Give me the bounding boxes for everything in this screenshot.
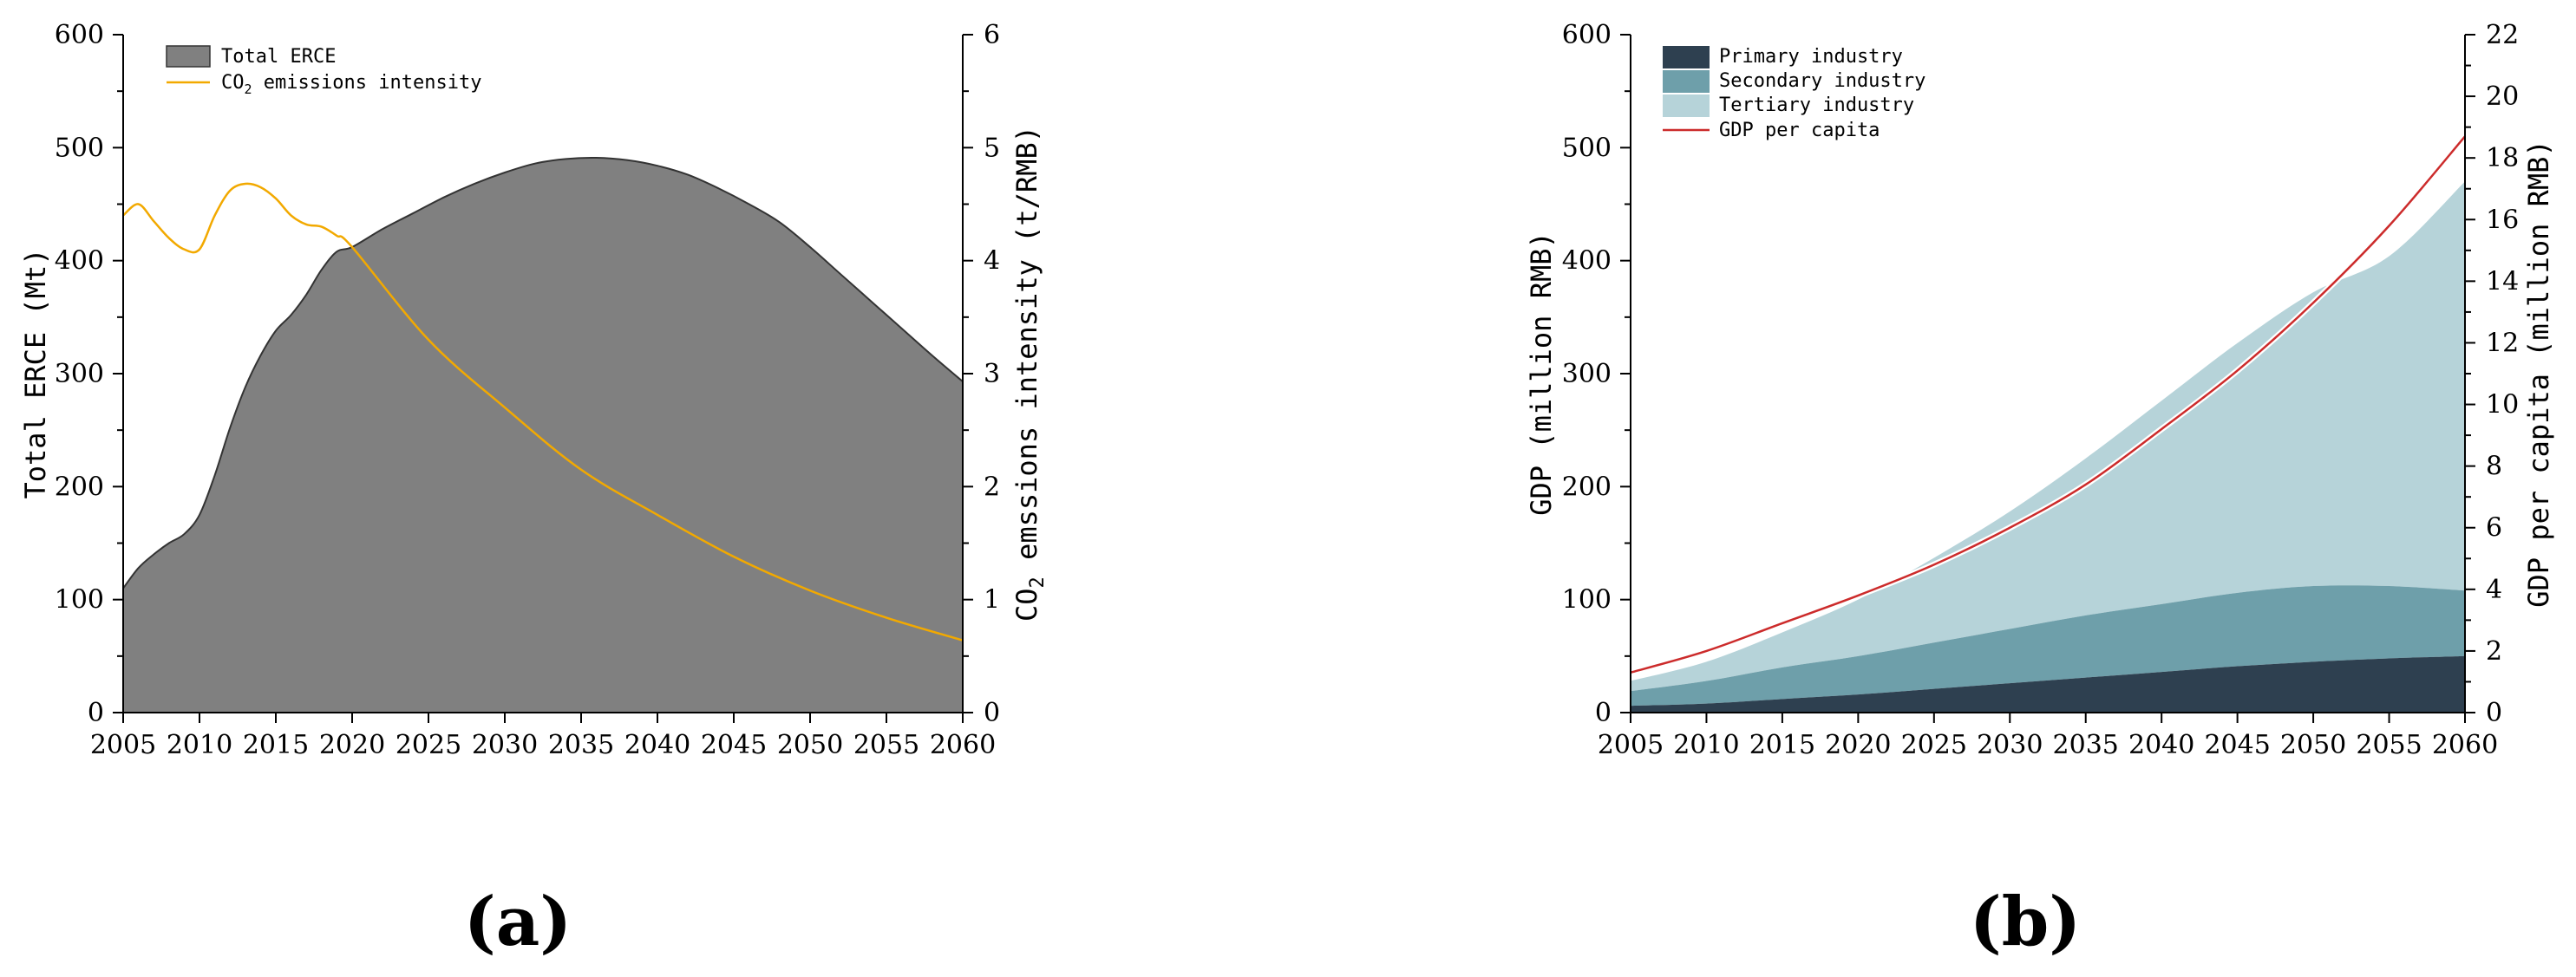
a-tick-layer: 2005 2010 2015 2020 2025 2030 2035 2040 2045 2050… (55, 20, 1000, 760)
a-area-total-erce (122, 157, 964, 713)
b-x-tick-label-2035: 2035 (2053, 730, 2119, 760)
b-x-tick-label-2045: 2045 (2204, 730, 2270, 760)
a-x-tick-label-2035: 2035 (548, 730, 614, 760)
a-panel-label: (a) (464, 883, 572, 961)
a-x-tick-label-2055: 2055 (853, 730, 919, 760)
b-x-tick-label-2030: 2030 (1977, 730, 2043, 760)
b-x-tick-label-2055: 2055 (2356, 730, 2422, 760)
a-legend-line-post: emissions intensity (252, 72, 482, 94)
a-y-tick-label-0: 0 (88, 698, 104, 728)
b-legend-label-primary: Primary industry (1719, 46, 1903, 68)
b-legend-swatch-secondary (1663, 70, 1710, 93)
b-y2-tick-label-6: 6 (2486, 513, 2502, 544)
b-legend-label-secondary: Secondary industry (1719, 70, 1925, 92)
b-legend-label-gdp-per-capita: GDP per capita (1719, 120, 1880, 141)
b-y2-tick-label-14: 14 (2486, 266, 2519, 296)
b-legend-swatch-tertiary (1663, 94, 1710, 117)
a-y2-tick-label-3: 3 (984, 359, 1000, 389)
panel-b-chart: 2005 2010 2015 2020 2025 2030 2035 2040 2045 2050… (1525, 20, 2555, 961)
b-area-secondary-industry (1631, 585, 2465, 707)
a-x-tick-label-2030: 2030 (472, 730, 538, 760)
a-y-axis-title: Total ERCE (Mt) (19, 249, 52, 499)
b-y-tick-label-500: 500 (1562, 133, 1612, 163)
b-y2-tick-label-20: 20 (2486, 81, 2519, 112)
b-x-tick-label-2020: 2020 (1825, 730, 1891, 760)
a-x-tick-label-2015: 2015 (243, 730, 309, 760)
a-y-tick-label-200: 200 (55, 472, 104, 502)
a-y2-title-sub: 2 (1027, 576, 1049, 588)
b-y2-tick-label-22: 22 (2486, 20, 2519, 50)
a-y-tick-label-300: 300 (55, 359, 104, 389)
a-y2-tick-label-1: 1 (984, 585, 1000, 616)
a-y-tick-label-100: 100 (55, 585, 104, 616)
a-y-tick-label-400: 400 (55, 246, 104, 277)
b-y-tick-label-100: 100 (1562, 585, 1612, 616)
b-y2-tick-label-2: 2 (2486, 636, 2502, 667)
a-x-tick-label-2010: 2010 (167, 730, 232, 760)
b-x-tick-label-2050: 2050 (2280, 730, 2346, 760)
b-x-tick-label-2060: 2060 (2432, 730, 2498, 760)
a-legend: Total ERCE CO2 emissions intensity (166, 45, 481, 97)
b-y-tick-label-300: 300 (1562, 359, 1612, 389)
a-y2-tick-label-4: 4 (984, 246, 1000, 277)
b-x-tick-label-2005: 2005 (1598, 730, 1664, 760)
a-x-tick-label-2020: 2020 (319, 730, 385, 760)
b-area-layer (1631, 181, 2465, 713)
a-y-tick-label-600: 600 (55, 20, 104, 50)
b-y2-tick-label-18: 18 (2486, 143, 2519, 173)
b-y-tick-label-400: 400 (1562, 246, 1612, 277)
b-area-primary-industry (1631, 655, 2465, 713)
b-tick-layer: 2005 2010 2015 2020 2025 2030 2035 2040 2045 2050… (1562, 20, 2519, 760)
a-legend-line-pre: CO (221, 72, 245, 94)
a-x-tick-label-2060: 2060 (930, 730, 996, 760)
b-y2-tick-label-12: 12 (2486, 328, 2519, 358)
b-legend: Primary industry Secondary industry Tert… (1663, 46, 1925, 141)
a-y2-tick-label-0: 0 (984, 698, 1000, 728)
b-legend-swatch-primary (1663, 46, 1710, 68)
a-y-tick-label-500: 500 (55, 133, 104, 163)
b-y2-tick-label-10: 10 (2486, 390, 2519, 420)
b-y-tick-label-600: 600 (1562, 20, 1612, 50)
a-line-layer (122, 182, 964, 642)
b-y2-tick-label-4: 4 (2486, 575, 2502, 605)
b-y2-axis-title: GDP per capita (million RMB) (2522, 140, 2555, 607)
b-x-tick-label-2040: 2040 (2128, 730, 2194, 760)
b-line-layer (1630, 134, 2468, 676)
panel-a-chart: 2005 2010 2015 2020 2025 2030 2035 2040 2045 2050… (19, 20, 1049, 961)
a-x-tick-label-2005: 2005 (90, 730, 156, 760)
a-y2-tick-label-2: 2 (984, 472, 1000, 502)
b-y-tick-label-0: 0 (1595, 698, 1612, 728)
b-x-tick-label-2025: 2025 (1901, 730, 1967, 760)
b-area-tertiary-industry (1631, 181, 2465, 692)
b-x-tick-label-2010: 2010 (1673, 730, 1739, 760)
a-line-co2-emissions-intensity (122, 182, 964, 642)
b-x-tick-label-2015: 2015 (1749, 730, 1815, 760)
a-legend-line-sub: 2 (245, 81, 252, 97)
a-x-tick-label-2045: 2045 (701, 730, 767, 760)
b-legend-label-tertiary: Tertiary industry (1719, 94, 1914, 116)
a-y2-title-post: emssions intensity (t/RMB) (1010, 126, 1043, 576)
a-y2-title-pre: CO (1010, 588, 1043, 622)
b-y-axis-title: GDP (million RMB) (1525, 231, 1558, 516)
a-x-tick-label-2025: 2025 (396, 730, 461, 760)
a-x-tick-label-2050: 2050 (777, 730, 843, 760)
b-panel-label: (b) (1970, 883, 2081, 961)
a-y2-tick-label-5: 5 (984, 133, 1000, 163)
a-legend-label-line: CO2 emissions intensity (221, 72, 481, 97)
b-y-tick-label-200: 200 (1562, 472, 1612, 502)
a-y2-tick-label-6: 6 (984, 20, 1000, 50)
b-y2-tick-label-16: 16 (2486, 205, 2519, 235)
b-y2-tick-label-8: 8 (2486, 452, 2502, 482)
a-y2-axis-title: CO2 emssions intensity (t/RMB) (1010, 126, 1049, 622)
b-y2-tick-label-0: 0 (2486, 698, 2502, 728)
b-line-gdp-per-capita (1630, 135, 2466, 674)
a-x-tick-label-2040: 2040 (624, 730, 690, 760)
a-legend-label-area: Total ERCE (221, 46, 336, 68)
a-legend-swatch-area (166, 45, 211, 68)
a-area-layer (122, 157, 964, 713)
